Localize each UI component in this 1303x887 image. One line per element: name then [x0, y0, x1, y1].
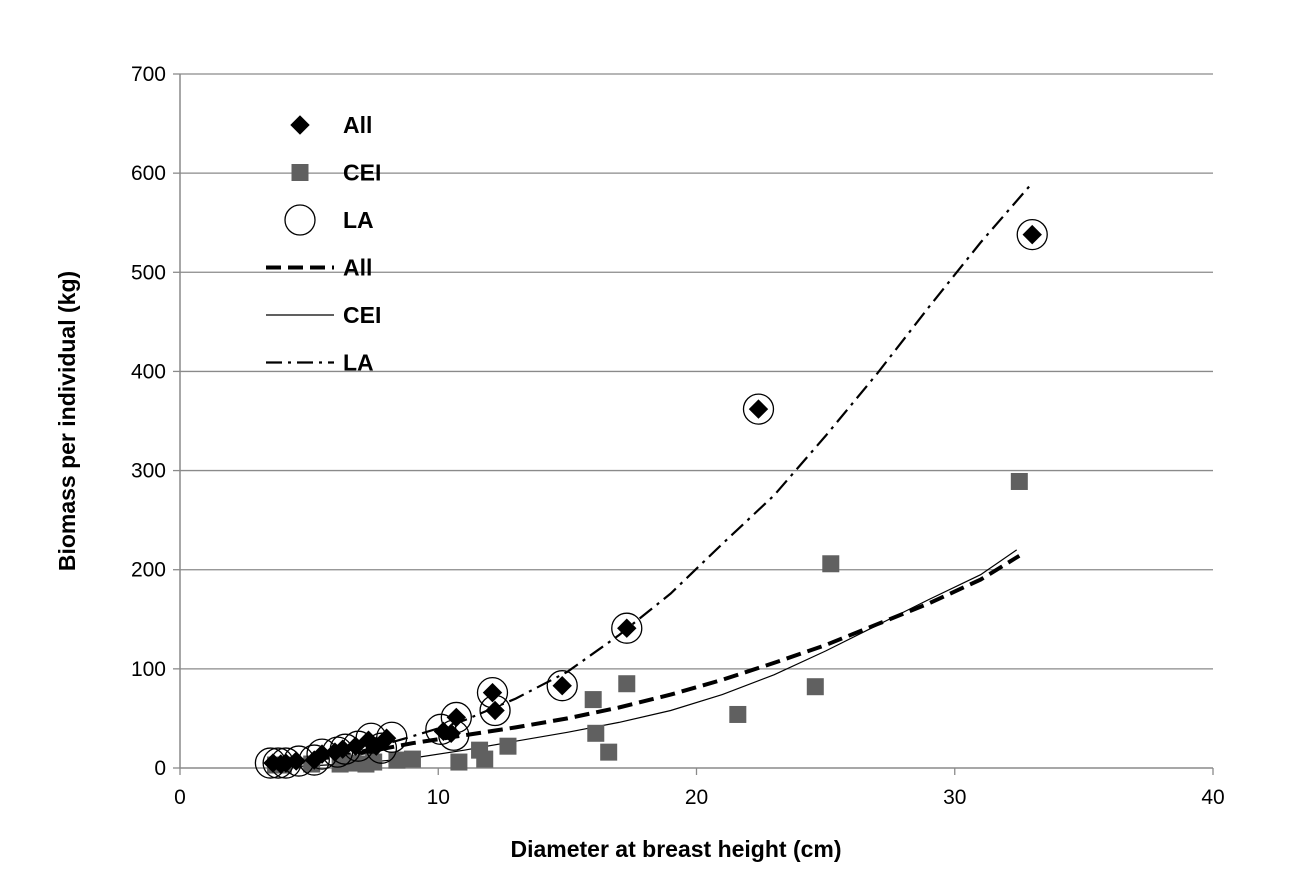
- legend-diamond-all-label: All: [343, 112, 372, 138]
- x-axis-title: Diameter at breast height (cm): [510, 836, 841, 862]
- y-tick-label-200: 200: [131, 559, 166, 582]
- point-cei-15: [600, 743, 618, 761]
- point-la-4: [298, 744, 330, 776]
- point-all-20: [1022, 224, 1042, 245]
- y-tick-label-500: 500: [131, 261, 166, 284]
- axes: [173, 73, 1214, 775]
- fit-line-cei-solid: [270, 549, 1018, 768]
- point-la-1: [262, 747, 294, 779]
- y-tick-label-0: 0: [154, 757, 166, 780]
- point-cei-19: [822, 555, 840, 573]
- point-la-13: [438, 719, 470, 751]
- legend-circle-la-swatch: [284, 204, 316, 236]
- point-la-17: [546, 670, 578, 702]
- data-points: [254, 218, 1048, 779]
- point-cei-14: [587, 724, 605, 742]
- point-cei-13: [584, 691, 602, 709]
- y-tick-label-400: 400: [131, 360, 166, 383]
- legend-square-cei-swatch: [291, 164, 309, 181]
- point-la-5: [306, 738, 338, 770]
- point-la-6: [321, 736, 354, 768]
- point-cei-8: [403, 750, 421, 768]
- fit-lines: [270, 185, 1031, 768]
- x-tick-label-40: 40: [1201, 786, 1224, 809]
- y-tick-label-100: 100: [131, 658, 166, 681]
- legend-diamond-all-swatch: [290, 115, 310, 135]
- legend-solid-cei-label: CEI: [343, 302, 381, 328]
- point-cei-6: [365, 753, 383, 771]
- legend-dashed-all-label: All: [343, 255, 372, 281]
- point-la-18: [611, 612, 643, 644]
- legend-circle-la-label: LA: [343, 207, 374, 233]
- point-all-18: [617, 618, 637, 638]
- point-cei-17: [729, 705, 747, 723]
- point-la-19: [742, 393, 775, 425]
- point-la-12: [425, 713, 457, 745]
- point-la-9: [355, 722, 387, 754]
- y-tick-label-600: 600: [131, 162, 166, 185]
- point-la-20: [1016, 218, 1048, 251]
- point-cei-7: [388, 751, 406, 769]
- x-tick-label-30: 30: [943, 786, 966, 809]
- legend-square-cei-label: CEI: [343, 160, 381, 186]
- legend: All CEI LA All CEI LA: [266, 112, 381, 376]
- x-tick-label-20: 20: [685, 786, 708, 809]
- point-cei-12: [499, 737, 517, 755]
- x-tick-label-10: 10: [427, 786, 450, 809]
- point-all-17: [552, 676, 572, 696]
- point-la-2: [270, 747, 302, 779]
- point-cei-18: [806, 678, 824, 696]
- y-tick-label-700: 700: [131, 63, 166, 86]
- point-cei-11: [476, 750, 494, 768]
- y-axis-title: Biomass per individual (kg): [54, 271, 80, 571]
- point-la-15: [476, 677, 509, 709]
- point-la-3: [283, 745, 315, 777]
- point-la-10: [365, 732, 398, 764]
- point-cei-16: [618, 675, 636, 693]
- fit-line-all-dashed: [270, 554, 1021, 766]
- point-la-11: [376, 721, 408, 753]
- gridlines: [180, 73, 1213, 670]
- point-la-16: [479, 694, 511, 727]
- point-la-14: [440, 701, 472, 734]
- x-tick-label-0: 0: [174, 786, 186, 809]
- point-la-0: [254, 747, 287, 779]
- point-cei-9: [450, 753, 468, 771]
- point-cei-20: [1010, 472, 1028, 490]
- point-all-19: [748, 399, 769, 419]
- y-tick-label-300: 300: [131, 460, 166, 483]
- fit-line-la-dashdot: [270, 185, 1031, 765]
- tick-labels: 0 100 200 300 400 500 600 700 0 10 20 30 40: [131, 63, 1225, 809]
- legend-dashdot-la-label: LA: [343, 350, 374, 376]
